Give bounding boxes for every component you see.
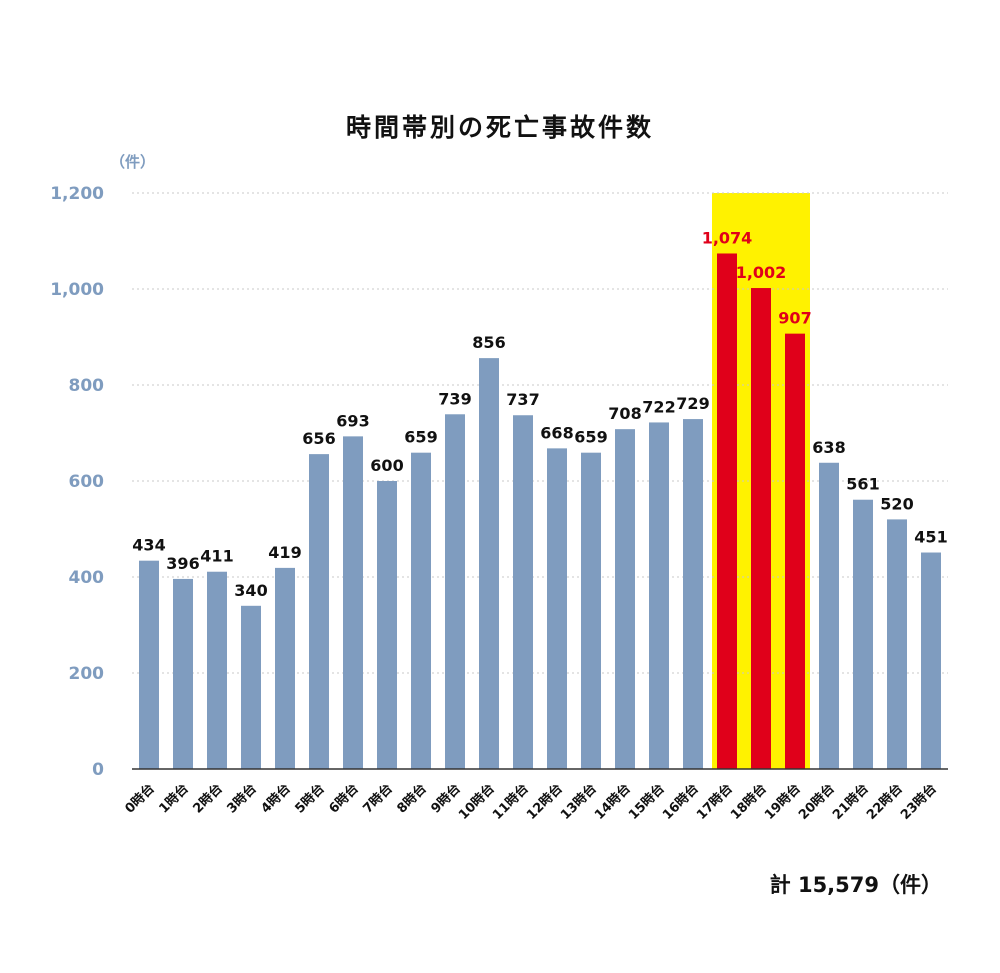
bars [139, 253, 941, 770]
x-tick-label: 13時台 [557, 781, 599, 823]
bar [581, 452, 601, 769]
gridlines [132, 192, 948, 674]
x-tick-label: 23時台 [897, 781, 939, 823]
data-label: 708 [608, 404, 641, 423]
y-tick-label: 1,200 [50, 184, 104, 204]
data-label: 729 [676, 394, 709, 413]
data-label: 722 [642, 397, 675, 416]
x-tick-label: 22時台 [863, 781, 905, 823]
data-label: 1,074 [702, 228, 753, 247]
data-label: 659 [574, 428, 607, 447]
x-tick-label: 15時台 [625, 781, 667, 823]
data-label: 856 [472, 333, 505, 352]
bar [547, 448, 567, 769]
data-label: 1,002 [736, 263, 787, 282]
data-label: 451 [914, 528, 947, 547]
data-label: 668 [540, 423, 573, 442]
x-tick-label: 8時台 [394, 781, 430, 817]
bar [513, 415, 533, 769]
bar [819, 462, 839, 769]
x-tick-label: 11時台 [489, 781, 531, 823]
x-tick-label: 17時台 [693, 781, 735, 823]
x-tick-label: 6時台 [326, 781, 362, 817]
bar [717, 253, 737, 770]
x-tick-label: 10時台 [455, 781, 497, 823]
bar [411, 452, 431, 769]
bar [649, 422, 669, 769]
bar [309, 454, 329, 769]
y-tick-label: 800 [69, 376, 105, 396]
bar [853, 499, 873, 769]
total-label: 計 15,579（件） [770, 873, 942, 897]
bar [751, 288, 771, 769]
bar [615, 429, 635, 769]
data-label: 434 [132, 536, 165, 555]
data-label: 907 [778, 309, 811, 328]
x-tick-label: 16時台 [659, 781, 701, 823]
x-tick-label: 1時台 [156, 781, 192, 817]
x-tick-label: 3時台 [224, 781, 260, 817]
x-tick-label: 19時台 [761, 781, 803, 823]
bar [173, 578, 193, 769]
data-label: 693 [336, 411, 369, 430]
x-tick-label: 5時台 [292, 781, 328, 817]
chart-title: 時間帯別の死亡事故件数 [346, 113, 654, 142]
bar [207, 571, 227, 769]
bar [479, 358, 499, 769]
bar [683, 419, 703, 769]
x-tick-label: 0時台 [122, 781, 158, 817]
bar [377, 481, 397, 769]
x-tick-label: 21時台 [829, 781, 871, 823]
y-tick-label: 600 [69, 472, 105, 492]
bar [139, 560, 159, 769]
y-axis-unit: （件） [110, 153, 155, 171]
x-tick-label: 2時台 [190, 781, 226, 817]
y-tick-label: 0 [92, 760, 104, 780]
x-tick-label: 12時台 [523, 781, 565, 823]
data-label: 600 [370, 456, 403, 475]
bar [887, 519, 907, 769]
y-tick-label: 200 [69, 664, 105, 684]
data-label: 419 [268, 543, 301, 562]
x-tick-label: 14時台 [591, 781, 633, 823]
data-label: 659 [404, 428, 437, 447]
y-tick-label: 400 [69, 568, 105, 588]
x-tick-label: 4時台 [258, 781, 294, 817]
y-tick-label: 1,000 [50, 280, 104, 300]
bar [241, 605, 261, 769]
bar [921, 552, 941, 769]
data-label: 520 [880, 494, 913, 513]
bar [343, 436, 363, 769]
data-label: 561 [846, 475, 879, 494]
x-tick-label: 7時台 [360, 781, 396, 817]
data-label: 739 [438, 389, 471, 408]
data-label: 396 [166, 554, 199, 573]
bar [785, 333, 805, 769]
data-label: 638 [812, 438, 845, 457]
x-axis-ticks: 0時台1時台2時台3時台4時台5時台6時台7時台8時台9時台10時台11時台12… [122, 781, 940, 823]
bar [445, 414, 465, 769]
data-label: 340 [234, 581, 267, 600]
x-tick-label: 18時台 [727, 781, 769, 823]
y-axis-ticks: 0 200 400 600 800 1,000 1,200 [50, 184, 104, 780]
data-label: 737 [506, 390, 539, 409]
bar [275, 567, 295, 769]
data-label: 411 [200, 547, 233, 566]
data-label: 656 [302, 429, 335, 448]
x-tick-label: 20時台 [795, 781, 837, 823]
